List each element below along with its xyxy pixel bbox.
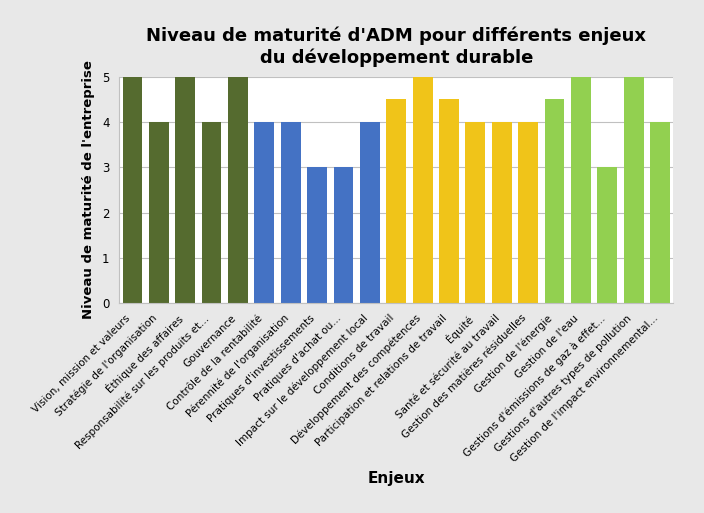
- Bar: [492, 122, 512, 303]
- Bar: [624, 77, 643, 303]
- Bar: [571, 77, 591, 303]
- Bar: [149, 122, 169, 303]
- Bar: [598, 167, 617, 303]
- Bar: [281, 122, 301, 303]
- Bar: [334, 167, 353, 303]
- X-axis label: Enjeux: Enjeux: [367, 471, 425, 486]
- Bar: [413, 77, 432, 303]
- Bar: [545, 100, 565, 303]
- Title: Niveau de maturité d'ADM pour différents enjeux
du développement durable: Niveau de maturité d'ADM pour différents…: [146, 27, 646, 67]
- Bar: [650, 122, 670, 303]
- Bar: [360, 122, 379, 303]
- Bar: [175, 77, 195, 303]
- Bar: [201, 122, 222, 303]
- Bar: [439, 100, 459, 303]
- Bar: [228, 77, 248, 303]
- Bar: [254, 122, 275, 303]
- Bar: [465, 122, 485, 303]
- Bar: [386, 100, 406, 303]
- Y-axis label: Niveau de maturité de l'entreprise: Niveau de maturité de l'entreprise: [82, 61, 95, 320]
- Bar: [518, 122, 538, 303]
- Bar: [307, 167, 327, 303]
- Bar: [122, 77, 142, 303]
